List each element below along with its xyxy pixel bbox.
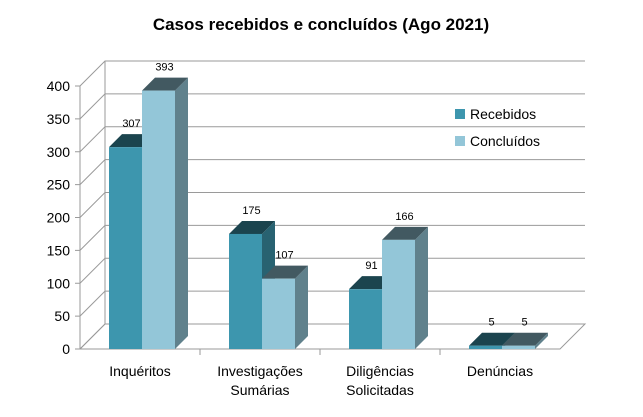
bar [109, 147, 142, 349]
x-tick-label: Denúncias [467, 363, 533, 379]
bar [229, 233, 262, 349]
legend: Recebidos Concluídos [455, 106, 540, 149]
data-label: 107 [275, 250, 293, 262]
data-label: 175 [242, 205, 260, 217]
x-tick-label: Diligências [346, 363, 414, 379]
data-label: 5 [521, 317, 527, 329]
gridline [79, 60, 585, 87]
bars [109, 77, 548, 349]
data-label: 166 [395, 211, 413, 223]
x-tick-label: Inquéritos [109, 363, 170, 379]
gridline [79, 224, 585, 251]
legend-swatch [455, 109, 465, 119]
y-tick-label: 300 [47, 144, 71, 160]
bar-top [469, 332, 515, 346]
legend-label: Recebidos [470, 106, 536, 122]
bar-top [262, 265, 308, 279]
bar-top [229, 220, 275, 234]
bar [349, 289, 382, 349]
bar-top [142, 77, 188, 91]
bar-top [382, 226, 428, 240]
data-label: 307 [122, 118, 140, 130]
bar-side [535, 332, 548, 349]
bar-side [415, 226, 428, 349]
x-tick-label: Sumárias [230, 382, 289, 398]
y-tick-label: 50 [54, 308, 70, 324]
y-tick-label: 250 [47, 177, 71, 193]
y-axis-ticks: 0 50 100 150 200 250 300 350 400 [47, 78, 71, 357]
y-tick-label: 0 [62, 341, 70, 357]
data-label: 5 [488, 317, 494, 329]
y-tick-label: 350 [47, 111, 71, 127]
bar-top [502, 332, 548, 346]
y-tick-label: 200 [47, 210, 71, 226]
bar [142, 90, 175, 349]
legend-label: Concluídos [470, 133, 540, 149]
legend-swatch [455, 136, 465, 146]
gridline [79, 159, 585, 185]
y-tick-label: 100 [47, 275, 71, 291]
data-labels: 307 393 175 107 91 166 5 5 [122, 62, 527, 329]
chart-title: Casos recebidos e concluídos (Ago 2021) [153, 15, 489, 34]
bar [382, 239, 415, 349]
x-tick-label: Investigações [217, 363, 303, 379]
data-label: 393 [155, 62, 173, 74]
bar-side [175, 77, 188, 349]
x-tick-label: Solicitadas [346, 382, 414, 398]
x-axis-ticks: Inquéritos Investigações Sumárias Diligênci… [109, 363, 533, 398]
gridline [79, 192, 585, 218]
gridline [79, 126, 585, 153]
bar-side [295, 265, 308, 349]
gridline [79, 93, 585, 120]
bar [262, 278, 295, 349]
data-label: 91 [365, 260, 377, 272]
y-tick-label: 400 [47, 78, 71, 94]
bar [469, 345, 502, 349]
y-tick-label: 150 [47, 242, 71, 258]
bar [502, 345, 535, 349]
